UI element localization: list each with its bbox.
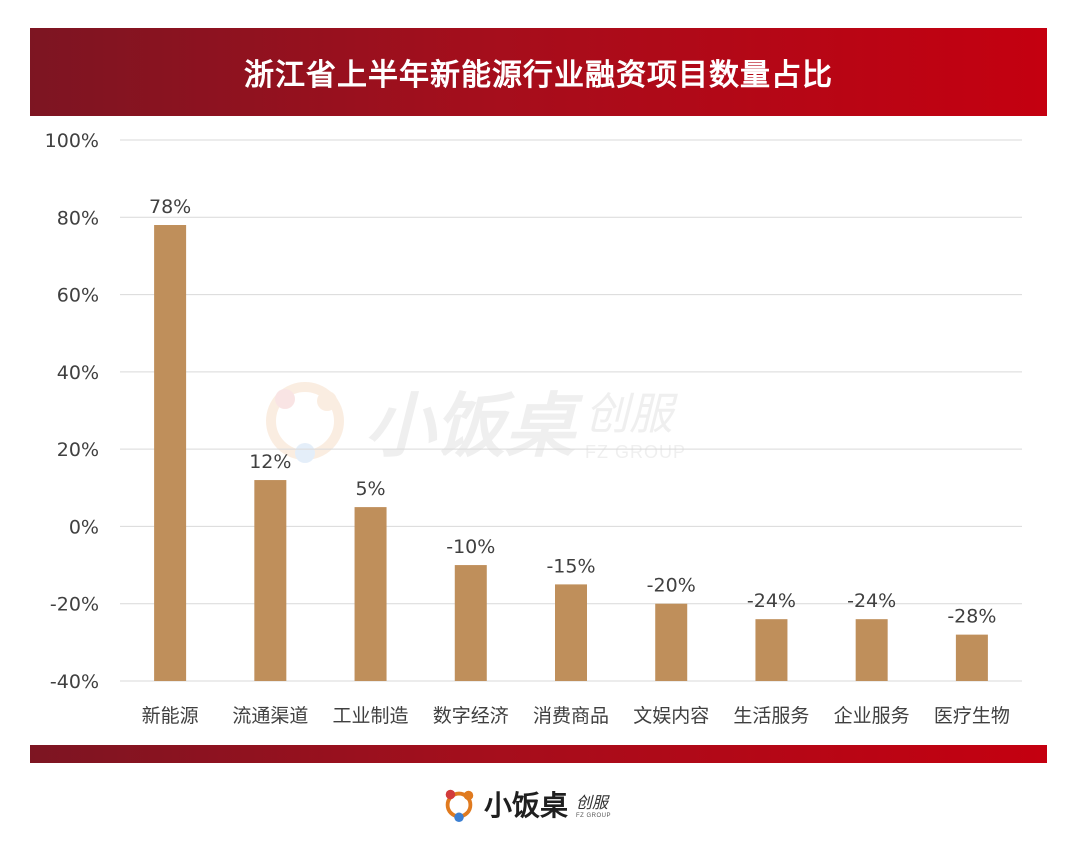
bottom-accent-bar [30,745,1047,763]
y-axis-ticks: 100% 80% 60% 40% 20% 0% -20% -40% [45,130,99,693]
data-label: -24% [747,590,796,612]
footer-logo: 小饭桌 创服 FZ GROUP [440,782,611,826]
x-tick-label: 文娱内容 [633,705,709,727]
bar [454,565,487,681]
x-tick-label: 数字经济 [433,705,509,727]
x-tick-label: 新能源 [142,705,199,727]
bar [254,480,287,681]
bar [655,603,688,681]
data-label: 78% [149,196,191,218]
bars [154,225,988,681]
data-label: -24% [847,590,896,612]
footer-brand-name: 小饭桌 [484,789,569,822]
y-tick-label: 40% [57,362,99,384]
bar-chart: 100% 80% 60% 40% 20% 0% -20% -40% 78% 12% 5% -10% -… [45,130,1022,727]
bar [855,619,888,681]
brand-logo-icon [445,789,474,823]
x-tick-label: 工业制造 [333,705,409,727]
watermark: 小饭桌 创服 FZ GROUP [255,370,686,471]
x-tick-label: 生活服务 [733,705,809,727]
x-axis-ticks: 新能源 流通渠道 工业制造 数字经济 消费商品 文娱内容 生活服务 企业服务 医疗生物 [142,705,1010,727]
data-labels: 78% 12% 5% -10% -15% -20% -24% -24% -28% [149,196,996,628]
bar [555,584,587,681]
data-label: -10% [446,536,495,558]
y-tick-label: 100% [45,130,99,152]
watermark-sub: 创服 FZ GROUP [585,378,686,463]
title-banner: 浙江省上半年新能源行业融资项目数量占比 [30,28,1047,116]
y-tick-label: -20% [50,594,99,616]
watermark-sub-cn: 创服 [585,389,673,440]
bar [354,507,387,681]
x-tick-label: 医疗生物 [934,705,1010,727]
chart-title: 浙江省上半年新能源行业融资项目数量占比 [244,58,833,93]
y-tick-label: 0% [69,516,99,538]
watermark-sub-en: FZ GROUP [585,442,686,462]
y-tick-label: 20% [57,439,99,461]
x-tick-label: 企业服务 [834,705,910,727]
x-tick-label: 流通渠道 [232,705,308,727]
y-tick-label: -40% [50,671,99,693]
data-label: -15% [546,555,595,577]
bar [154,225,187,681]
chart-area: 100% 80% 60% 40% 20% 0% -20% -40% 78% 12% 5% -10% -… [0,118,1080,738]
data-label: -28% [947,606,996,628]
footer-sub-en: FZ GROUP [576,813,612,819]
watermark-logo-icon [266,381,344,463]
y-tick-label: 80% [57,207,99,229]
y-tick-label: 60% [57,285,99,307]
watermark-brand: 小饭桌 [365,385,575,467]
footer-sub-cn: 创服 [576,793,609,812]
data-label: 12% [249,451,291,473]
bar [755,619,788,681]
data-label: -20% [647,575,696,597]
data-label: 5% [355,478,385,500]
footer-brand-sub: 创服 FZ GROUP [576,789,611,819]
bar [955,634,988,681]
x-tick-label: 消费商品 [533,705,609,727]
